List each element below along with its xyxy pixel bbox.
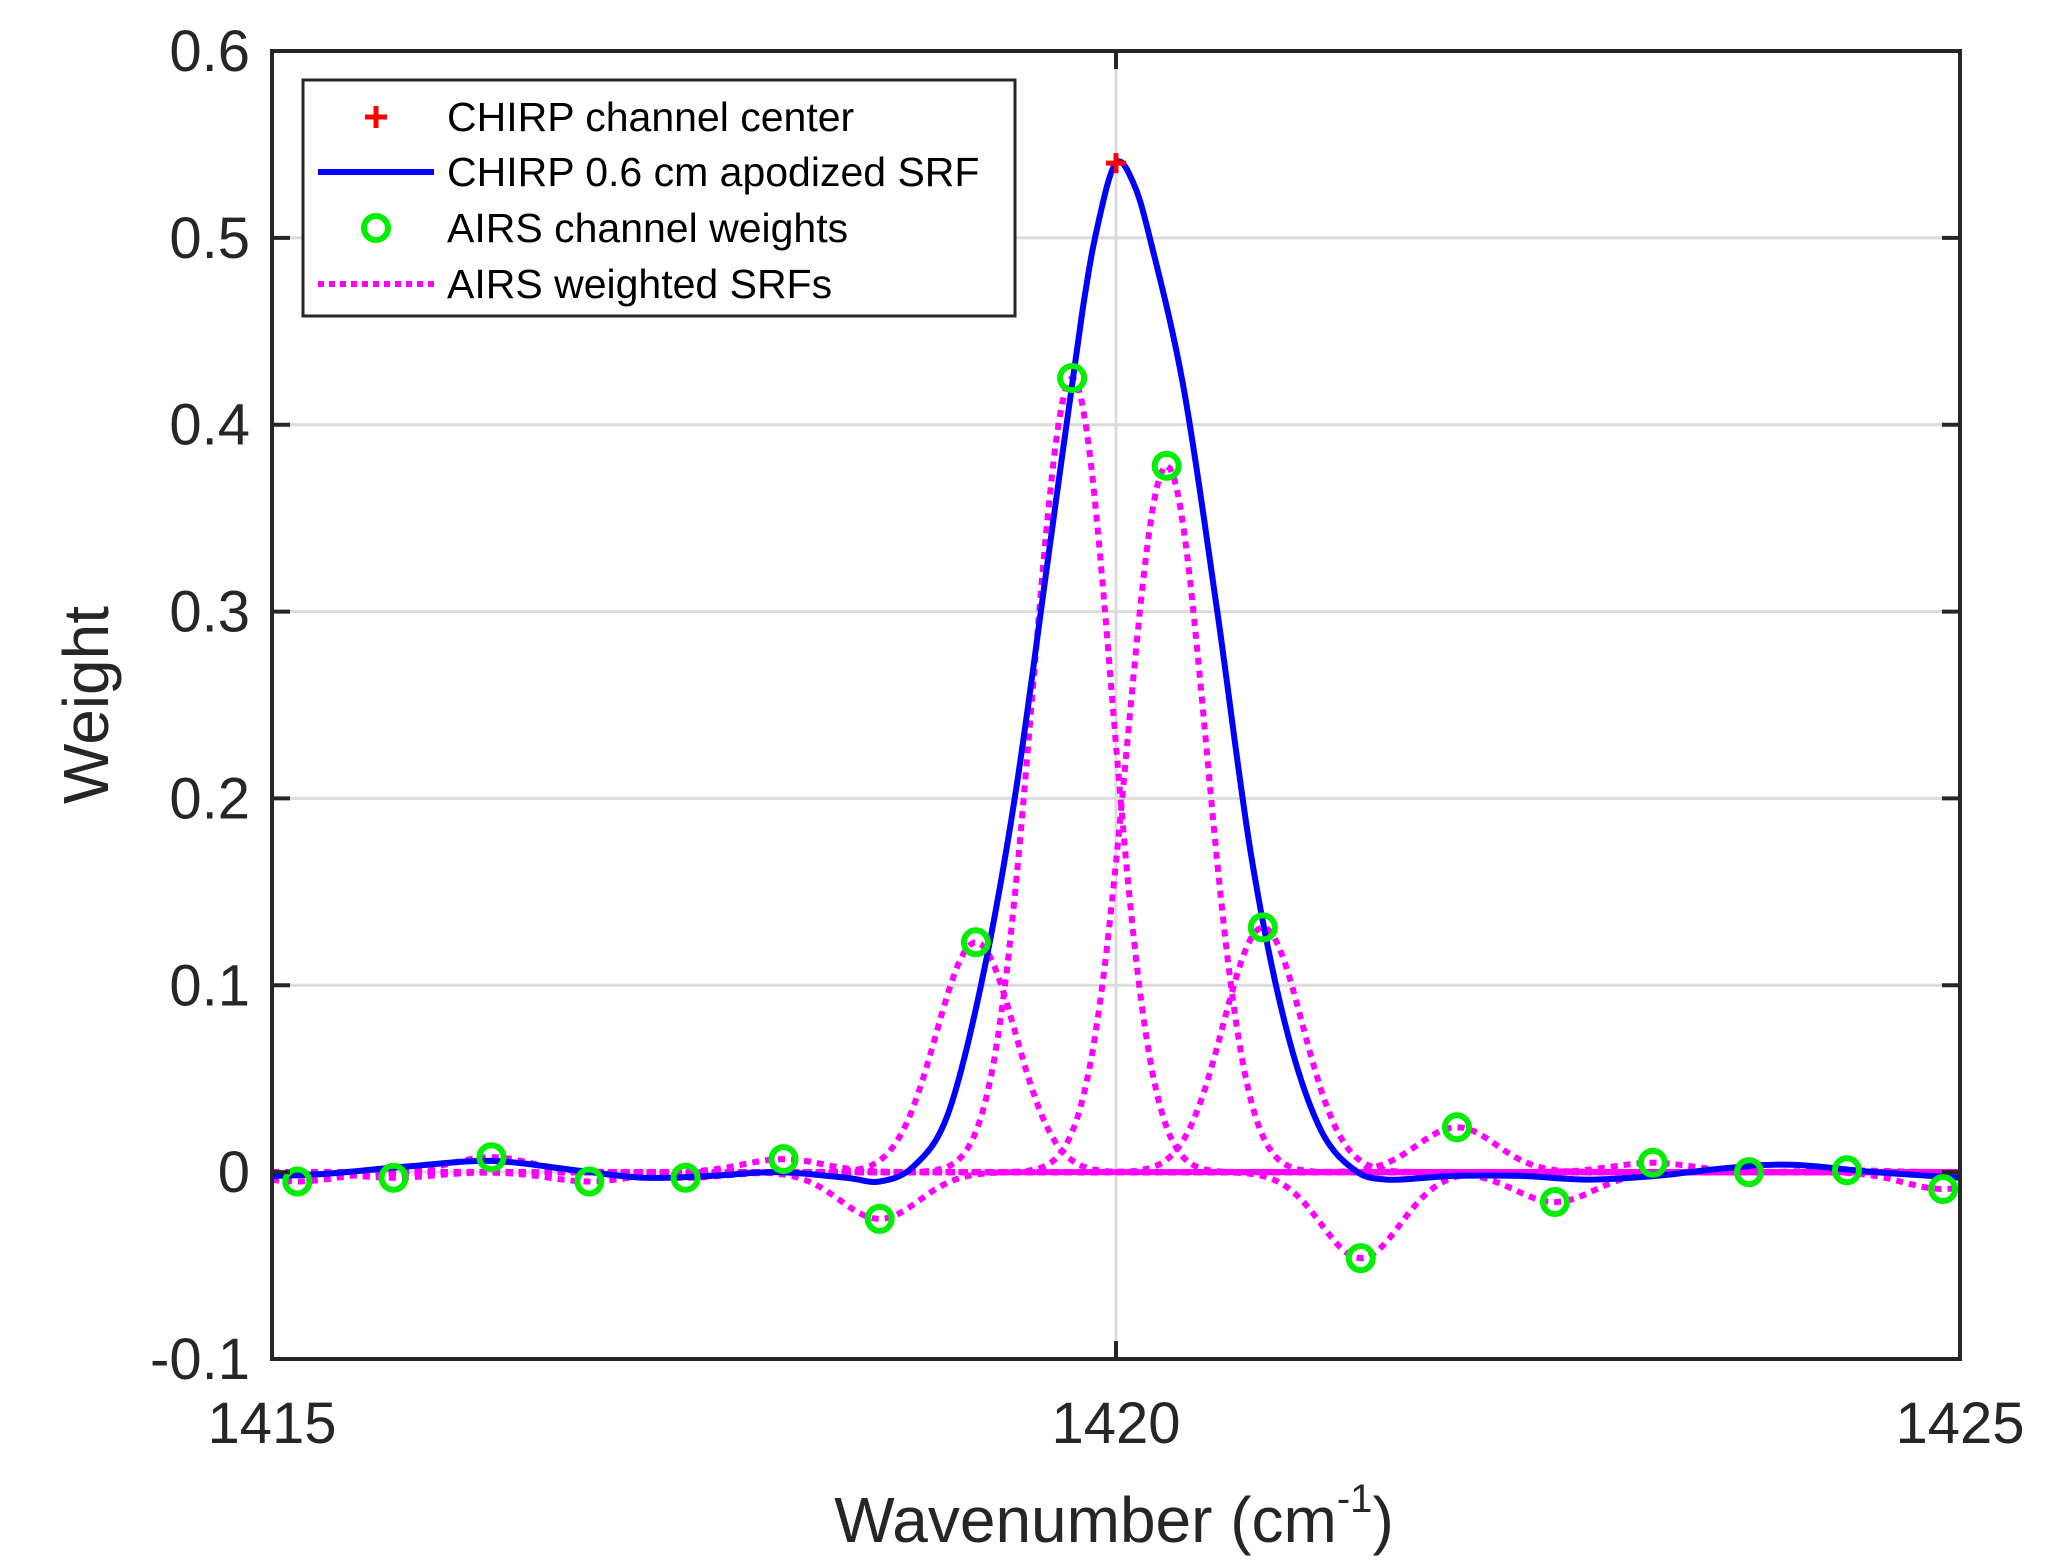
y-tick-label: 0.6 bbox=[169, 19, 250, 84]
airs-weight-point bbox=[1247, 912, 1278, 943]
airs-weight-point bbox=[960, 927, 991, 958]
legend-label-chirp-center: CHIRP channel center bbox=[447, 94, 854, 140]
y-tick-label: 0 bbox=[218, 1140, 250, 1205]
legend-entry-chirp-center: CHIRP channel center bbox=[365, 94, 854, 140]
airs-weight-point bbox=[864, 1203, 895, 1234]
legend-plus-marker bbox=[365, 106, 387, 128]
legend: CHIRP channel center CHIRP 0.6 cm apodiz… bbox=[301, 78, 1017, 318]
airs-weight-point bbox=[378, 1162, 409, 1193]
x-tick-label: 1420 bbox=[1051, 1391, 1180, 1456]
y-tick-label: 0.2 bbox=[169, 766, 250, 831]
y-tick-label: 0.4 bbox=[169, 393, 250, 458]
airs-weight-point bbox=[1831, 1155, 1862, 1186]
legend-label-chirp-srf: CHIRP 0.6 cm apodized SRF bbox=[447, 149, 979, 195]
airs-weight-point bbox=[1441, 1112, 1472, 1143]
chirp-center-marker bbox=[1106, 153, 1126, 174]
legend-entry-airs-srfs: AIRS weighted SRFs bbox=[318, 261, 832, 307]
airs-weight-point bbox=[1928, 1173, 1959, 1204]
tick-marks bbox=[270, 49, 1962, 1361]
airs-weighted-srf-curve bbox=[272, 1159, 1960, 1176]
x-axis-title: Wavenumber (cm-1) bbox=[834, 1477, 1394, 1556]
airs-weight-point bbox=[670, 1162, 701, 1193]
airs-weight-point bbox=[1345, 1243, 1376, 1274]
airs-weight-point bbox=[1151, 450, 1182, 481]
airs-weight-point bbox=[1734, 1157, 1764, 1188]
x-tick-label: 1415 bbox=[207, 1391, 336, 1456]
x-axis-title-superscript: -1 bbox=[1337, 1477, 1373, 1521]
y-tick-label: 0.5 bbox=[169, 206, 250, 271]
x-tick-label: 1425 bbox=[1895, 1391, 2024, 1456]
legend-box bbox=[301, 78, 1017, 318]
airs-weight-point bbox=[1637, 1147, 1668, 1178]
airs-weight-point bbox=[1539, 1187, 1570, 1218]
airs-weight-point bbox=[768, 1144, 799, 1175]
y-tick-label: 0.1 bbox=[169, 953, 250, 1018]
x-axis-title-main: Wavenumber (cm bbox=[834, 1484, 1337, 1556]
airs-weight-point bbox=[476, 1142, 507, 1173]
y-tick-label: 0.3 bbox=[169, 580, 250, 645]
airs-weight-point bbox=[574, 1166, 605, 1197]
series-layer bbox=[271, 153, 1961, 1274]
airs-weight-point bbox=[282, 1166, 313, 1197]
airs-weight-point bbox=[1057, 363, 1088, 393]
legend-label-airs-srfs: AIRS weighted SRFs bbox=[447, 261, 832, 307]
x-axis-title-suffix: ) bbox=[1372, 1484, 1393, 1556]
legend-entry-airs-weights: AIRS channel weights bbox=[361, 205, 848, 251]
y-tick-label: -0.1 bbox=[150, 1327, 250, 1392]
legend-circle-marker bbox=[361, 213, 391, 243]
legend-label-airs-weights: AIRS channel weights bbox=[447, 205, 848, 251]
tick-labels: -0.1 0 0.1 0.2 0.3 0.4 0.5 0.6 1415 1420 1425 bbox=[150, 19, 2024, 1456]
legend-entry-chirp-srf: CHIRP 0.6 cm apodized SRF bbox=[318, 149, 979, 195]
y-axis-title: Weight bbox=[50, 606, 122, 804]
